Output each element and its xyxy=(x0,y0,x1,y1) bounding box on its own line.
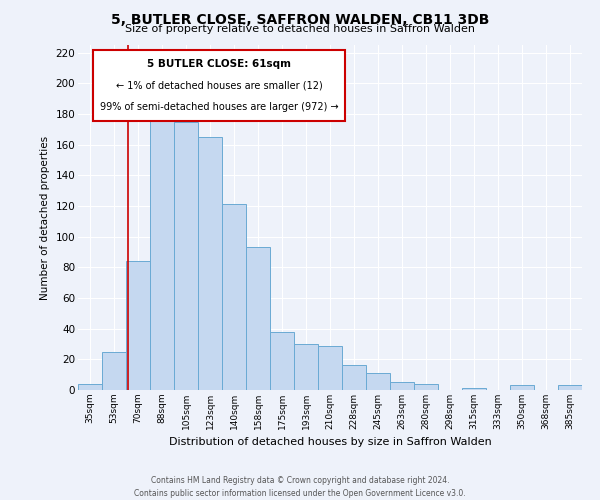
Bar xyxy=(222,204,246,390)
Bar xyxy=(318,346,342,390)
Bar xyxy=(342,366,366,390)
Bar xyxy=(246,248,270,390)
Bar xyxy=(102,352,126,390)
FancyBboxPatch shape xyxy=(93,50,345,121)
Y-axis label: Number of detached properties: Number of detached properties xyxy=(40,136,50,300)
Bar xyxy=(198,137,222,390)
Bar xyxy=(174,122,198,390)
Text: Contains HM Land Registry data © Crown copyright and database right 2024.
Contai: Contains HM Land Registry data © Crown c… xyxy=(134,476,466,498)
Bar xyxy=(366,373,390,390)
Bar xyxy=(270,332,294,390)
Text: ← 1% of detached houses are smaller (12): ← 1% of detached houses are smaller (12) xyxy=(116,80,322,90)
Bar xyxy=(462,388,486,390)
Text: Size of property relative to detached houses in Saffron Walden: Size of property relative to detached ho… xyxy=(125,24,475,34)
Text: 99% of semi-detached houses are larger (972) →: 99% of semi-detached houses are larger (… xyxy=(100,102,338,112)
X-axis label: Distribution of detached houses by size in Saffron Walden: Distribution of detached houses by size … xyxy=(169,438,491,448)
Bar xyxy=(126,261,150,390)
Bar xyxy=(150,110,174,390)
Text: 5, BUTLER CLOSE, SAFFRON WALDEN, CB11 3DB: 5, BUTLER CLOSE, SAFFRON WALDEN, CB11 3D… xyxy=(111,12,489,26)
Bar xyxy=(558,386,582,390)
Bar xyxy=(390,382,414,390)
Bar xyxy=(294,344,318,390)
Bar xyxy=(510,386,534,390)
Bar xyxy=(414,384,438,390)
Text: 5 BUTLER CLOSE: 61sqm: 5 BUTLER CLOSE: 61sqm xyxy=(147,60,291,70)
Bar xyxy=(78,384,102,390)
